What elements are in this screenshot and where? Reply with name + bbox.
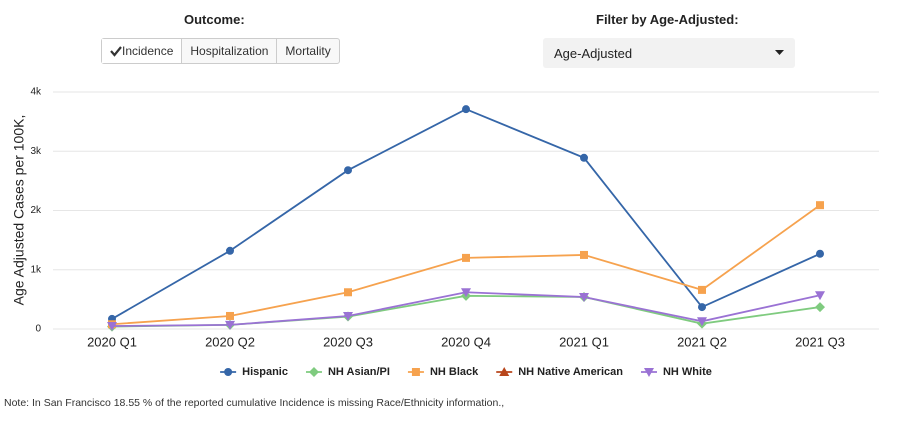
legend-label: Hispanic (242, 366, 288, 378)
legend-label: NH Native American (518, 366, 623, 378)
legend-label: NH Black (430, 366, 479, 378)
x-tick-label: 2021 Q2 (677, 334, 727, 349)
marker (816, 249, 824, 258)
outcome-button[interactable]: Incidence (102, 39, 183, 63)
marker (816, 201, 824, 210)
y-tick-label: 0 (35, 324, 41, 335)
outcome-button[interactable]: Hospitalization (182, 39, 278, 63)
caret (775, 50, 784, 55)
marker (698, 285, 706, 294)
legend: Hispanic NH Asian/PI NH Black NH Native Ame… (220, 366, 712, 378)
legend-label: NH White (663, 366, 712, 378)
marker (344, 288, 352, 297)
note: Note: In San Francisco 18.55 % of the re… (4, 397, 505, 409)
check-icon (110, 46, 122, 57)
x-tick-label: 2021 Q1 (559, 334, 609, 349)
x-tick-label: 2020 Q1 (87, 334, 137, 349)
marker (462, 253, 470, 262)
x-tick-label: 2021 Q3 (795, 334, 845, 349)
marker (815, 291, 825, 301)
marker (499, 367, 510, 376)
marker (343, 311, 353, 321)
dropdown-value: Age-Adjusted (554, 46, 633, 61)
button-text: Mortality (285, 44, 331, 58)
marker (226, 246, 234, 255)
marker (225, 320, 235, 330)
marker (411, 368, 420, 376)
marker (461, 288, 471, 298)
filter-dropdown[interactable]: Age-Adjusted (543, 38, 795, 68)
marker (224, 368, 233, 376)
marker (698, 303, 706, 312)
outcome-button[interactable]: Mortality (277, 39, 338, 63)
series-line (111, 204, 821, 326)
y-tick-label: 2k (30, 205, 42, 216)
filter-label: Filter by Age-Adjusted: (596, 12, 739, 27)
x-tick-label: 2020 Q4 (441, 334, 491, 349)
outcome-label: Outcome: (184, 12, 245, 27)
marker (579, 293, 589, 303)
y-axis-label: Age Adjusted Cases per 100K, (11, 115, 27, 306)
y-tick-label: 3k (30, 146, 42, 157)
marker (107, 322, 117, 332)
marker (462, 105, 470, 114)
x-tick-label: 2020 Q3 (323, 334, 373, 349)
button-text: Incidence (122, 44, 174, 58)
marker (580, 250, 588, 259)
marker (643, 368, 654, 377)
series-line (111, 108, 821, 320)
button-text: Hospitalization (190, 44, 269, 58)
y-tick-label: 1k (30, 264, 42, 275)
marker (344, 166, 352, 175)
chart: Age Adjusted Cases per 100K, 0 1k 2k 3k 4k 20… (11, 87, 879, 378)
legend-label: NH Asian/PI (328, 366, 390, 378)
marker (697, 317, 707, 327)
y-tick-label: 4k (30, 87, 42, 98)
marker (226, 311, 234, 320)
marker (308, 367, 319, 377)
outcome-buttons: Incidence Hospitalization Mortality (101, 38, 340, 64)
x-tick-label: 2020 Q2 (205, 334, 255, 349)
marker (580, 153, 588, 162)
marker (815, 302, 825, 313)
